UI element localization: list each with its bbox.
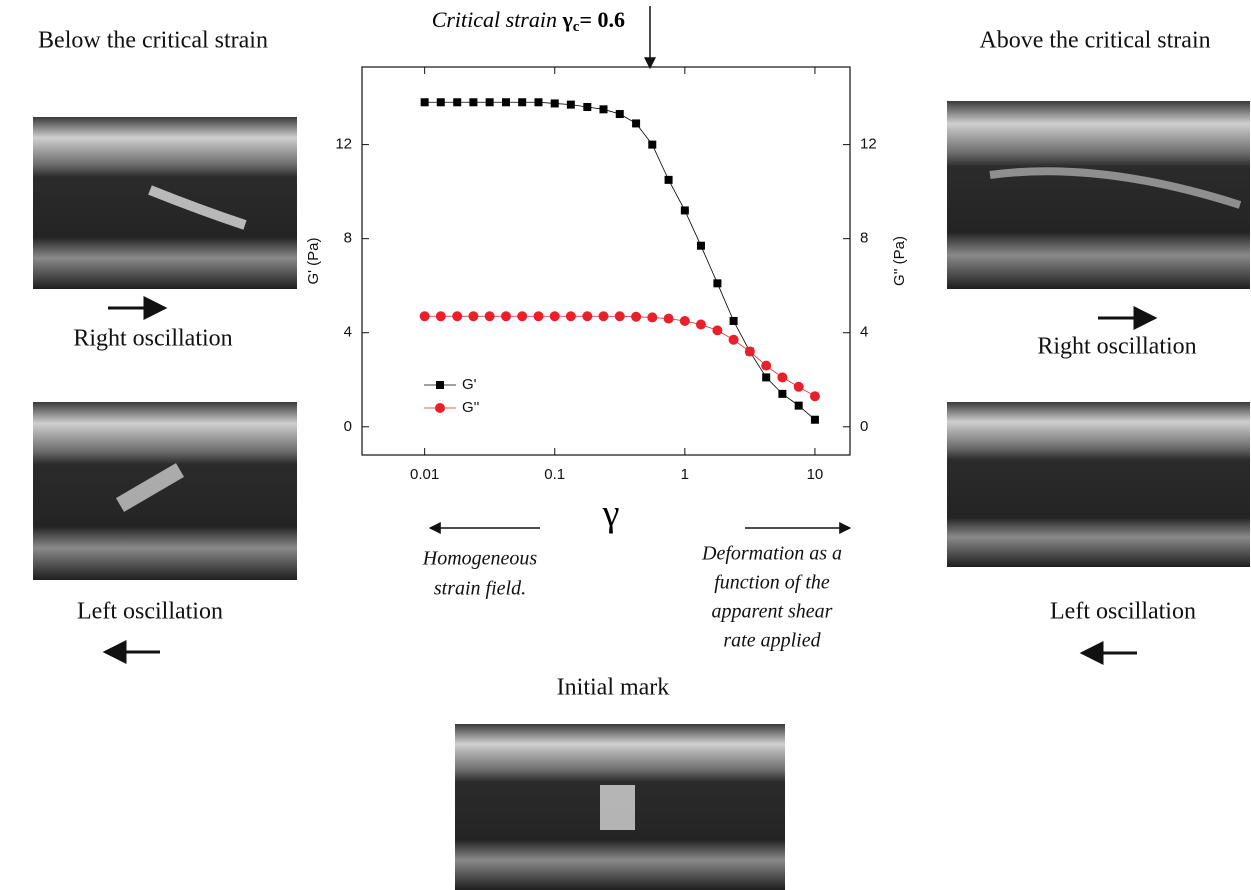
data-point <box>762 373 771 382</box>
data-point <box>549 311 560 322</box>
mark <box>115 463 185 512</box>
mark <box>148 185 247 230</box>
heading: Below the critical strain <box>38 28 268 54</box>
data-point <box>533 311 544 322</box>
annotation: apparent shear <box>712 601 833 623</box>
series-line <box>424 315 816 397</box>
annotation: Homogeneous <box>422 548 538 570</box>
annotation: strain field. <box>434 578 526 600</box>
annotation: function of the <box>714 572 830 594</box>
y2-axis-label: G'' (Pa) <box>891 236 908 286</box>
data-point <box>680 206 689 215</box>
data-point <box>435 311 446 322</box>
data-point <box>582 311 593 322</box>
data-point <box>793 381 804 392</box>
data-point <box>469 98 478 107</box>
annotation: Deformation as a <box>701 543 842 565</box>
data-point <box>696 241 705 250</box>
data-point <box>712 325 723 336</box>
data-point <box>729 316 738 325</box>
chart-title: Critical strain γc= 0.6 <box>432 7 625 35</box>
title-part: c <box>573 19 580 35</box>
data-point <box>518 98 527 107</box>
caption: Left oscillation <box>1050 599 1196 625</box>
data-point <box>647 312 658 323</box>
data-point <box>500 311 511 322</box>
title-part: = 0.6 <box>579 7 625 32</box>
x-tick-label: 1 <box>681 466 689 483</box>
chart: 0.01 0.1 1 10 0 4 8 12 0 4 8 12 γ G' (Pa) G'' (Pa) G' G'… <box>305 66 908 535</box>
data-point <box>599 105 608 114</box>
data-point <box>615 110 624 119</box>
data-point <box>614 311 625 322</box>
caption: Left oscillation <box>77 599 223 625</box>
data-point <box>420 98 429 107</box>
title-part: Critical strain <box>432 7 557 32</box>
data-point <box>453 98 462 107</box>
annotation: rate applied <box>723 630 821 652</box>
y-axis-label: G' (Pa) <box>305 237 322 284</box>
series-line <box>424 101 816 421</box>
mark <box>600 785 635 830</box>
photo <box>33 117 297 289</box>
y-tick-label: 8 <box>344 230 352 247</box>
data-point <box>566 100 575 109</box>
data-point <box>517 311 528 322</box>
data-point <box>761 360 772 371</box>
data-point <box>468 311 479 322</box>
title-part: γ <box>561 7 572 32</box>
data-point <box>632 119 641 128</box>
y2-tick-label: 0 <box>860 418 868 435</box>
data-point <box>598 311 609 322</box>
y-tick-label: 4 <box>344 324 352 341</box>
data-point <box>550 99 559 108</box>
data-point <box>728 334 739 345</box>
photo <box>33 402 297 580</box>
caption: Initial mark <box>557 675 670 701</box>
photo <box>947 402 1250 567</box>
x-tick-label: 0.1 <box>544 466 565 483</box>
x-tick-label: 10 <box>807 466 824 483</box>
x-axis-label: γ <box>602 493 620 535</box>
y-tick-label: 12 <box>335 136 352 153</box>
data-point <box>778 389 787 398</box>
data-point <box>534 98 543 107</box>
y2-tick-label: 8 <box>860 230 868 247</box>
data-point <box>777 372 788 383</box>
data-point <box>810 415 819 424</box>
legend-marker <box>435 403 445 413</box>
data-point <box>663 313 674 324</box>
data-point <box>501 98 510 107</box>
caption: Right oscillation <box>73 326 232 352</box>
legend-label: G' <box>462 376 477 393</box>
data-point <box>648 140 657 149</box>
data-point <box>664 175 673 184</box>
data-point <box>484 311 495 322</box>
data-point <box>679 315 690 326</box>
legend-marker <box>436 381 444 389</box>
data-point <box>452 311 463 322</box>
data-point <box>794 401 803 410</box>
legend-label: G'' <box>462 399 480 416</box>
y2-tick-label: 12 <box>860 136 877 153</box>
caption: Right oscillation <box>1037 334 1196 360</box>
plot-frame <box>361 66 851 456</box>
data-point <box>695 319 706 330</box>
data-point <box>419 311 430 322</box>
data-point <box>809 391 820 402</box>
y-tick-label: 0 <box>344 418 352 435</box>
mark <box>989 167 1242 209</box>
data-point <box>565 311 576 322</box>
heading: Above the critical strain <box>979 28 1210 54</box>
y2-tick-label: 4 <box>860 324 868 341</box>
data-point <box>631 311 642 322</box>
data-point <box>436 98 445 107</box>
x-tick-label: 0.01 <box>410 466 439 483</box>
data-point <box>713 279 722 288</box>
data-point <box>744 346 755 357</box>
data-point <box>485 98 494 107</box>
data-point <box>583 102 592 111</box>
